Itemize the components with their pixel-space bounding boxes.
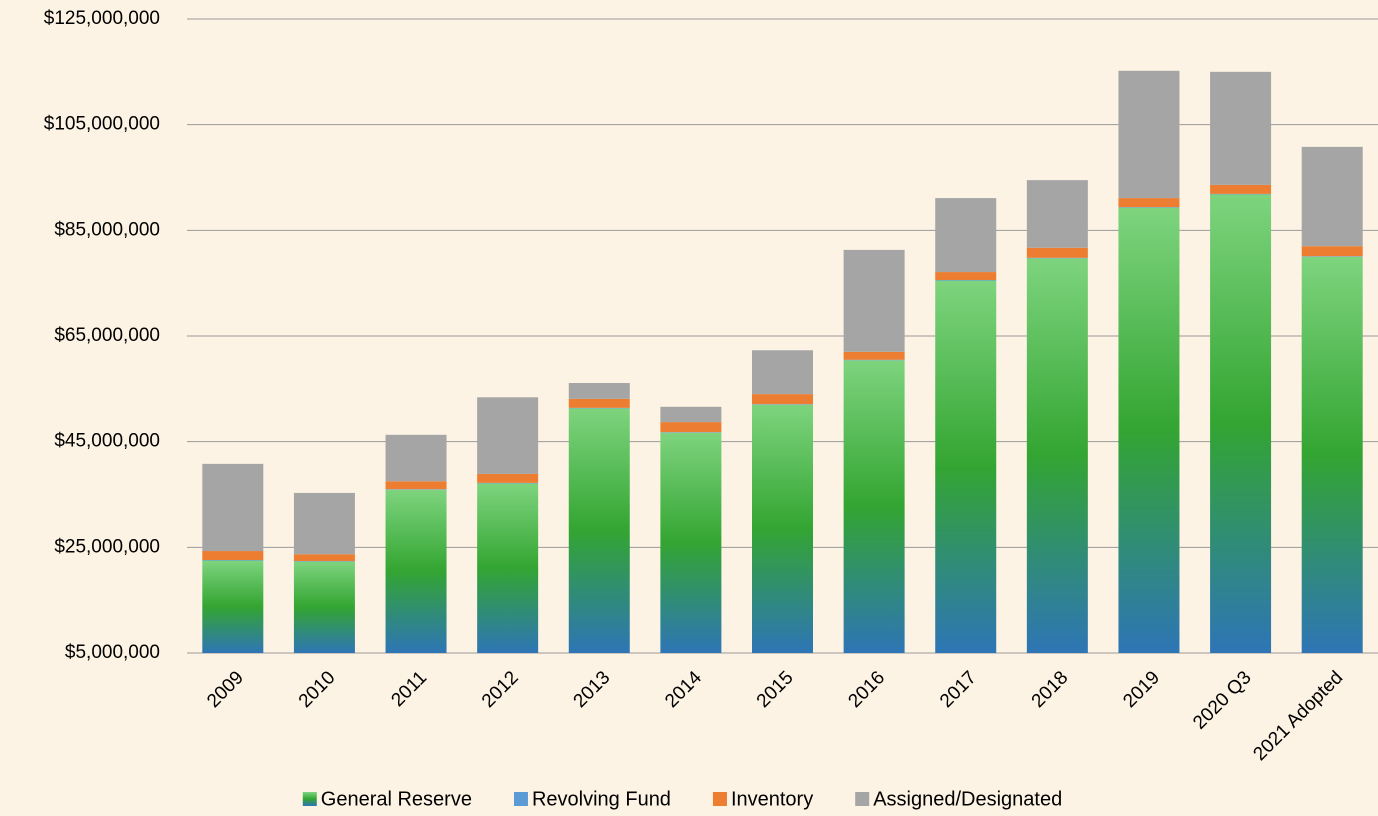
x-tick-label: 2009: [203, 667, 248, 712]
x-tick-label: 2014: [661, 667, 706, 712]
bar-segment: [660, 422, 722, 433]
x-tick-label: 2020 Q3: [1189, 667, 1255, 733]
bar-segment: [935, 272, 997, 280]
bar-segment: [843, 249, 905, 352]
bar-segment: [1301, 256, 1363, 653]
bar-segment: [843, 360, 905, 653]
y-tick-label: $5,000,000: [65, 642, 160, 663]
bar-segment: [843, 351, 905, 360]
x-tick-label: 2013: [570, 667, 615, 712]
x-tick-label: 2012: [478, 667, 523, 712]
bar-segment: [385, 489, 447, 653]
legend-swatch: [855, 792, 870, 806]
bar-segment: [568, 407, 630, 409]
x-tick-label: 2017: [936, 667, 981, 712]
bar-segment: [660, 406, 722, 423]
bar-segment: [935, 198, 997, 273]
y-tick-label: $25,000,000: [54, 536, 160, 557]
legend-label: Revolving Fund: [532, 788, 671, 810]
bar-segment: [477, 482, 539, 484]
bar-segment: [1026, 258, 1088, 653]
legend-label: Assigned/Designated: [873, 788, 1062, 810]
bar-segment: [385, 434, 447, 482]
y-tick-label: $65,000,000: [54, 325, 160, 346]
bar-segment: [1210, 193, 1272, 195]
bar-segment: [1301, 146, 1363, 247]
bar-segment: [477, 473, 539, 483]
legend-swatch: [712, 792, 727, 806]
y-tick-label: $125,000,000: [44, 8, 160, 29]
bar-segment: [1210, 194, 1272, 653]
bar-segment: [202, 560, 264, 561]
bar-segment: [1301, 256, 1363, 257]
bar-segment: [202, 560, 264, 653]
x-tick-label: 2018: [1028, 667, 1073, 712]
bar-segment: [293, 561, 355, 562]
y-tick-label: $105,000,000: [44, 114, 160, 135]
bar-segment: [935, 280, 997, 653]
x-tick-label: 2021 Adopted: [1249, 667, 1347, 765]
bar-segment: [752, 404, 813, 405]
bar-segment: [202, 551, 264, 561]
x-tick-label: 2010: [295, 667, 340, 712]
bar-segment: [1301, 246, 1363, 257]
bar-segment: [752, 394, 813, 405]
legend-label: General Reserve: [321, 788, 472, 810]
bar-segment: [568, 398, 630, 408]
x-tick-label: 2011: [387, 667, 431, 711]
bar-segment: [477, 397, 539, 474]
bar-segment: [660, 432, 722, 653]
bar-segment: [385, 489, 447, 490]
bar-segment: [477, 483, 539, 653]
bar-segment: [1118, 207, 1180, 208]
bar-segment: [568, 383, 630, 399]
bar-segment: [1026, 257, 1088, 259]
bar-segment: [1118, 198, 1180, 208]
bar-segment: [1210, 184, 1272, 194]
bar-segment: [293, 561, 355, 653]
bar-segment: [1026, 180, 1088, 248]
bar-segment: [935, 279, 997, 281]
bar-segment: [1026, 247, 1088, 258]
bar-segment: [293, 492, 355, 555]
bar-segment: [202, 463, 264, 552]
y-tick-label: $45,000,000: [54, 431, 160, 452]
legend-label: Inventory: [731, 788, 813, 810]
y-tick-label: $85,000,000: [54, 219, 160, 240]
bar-segment: [752, 404, 813, 653]
x-tick-label: 2015: [753, 667, 798, 712]
bar-segment: [1118, 207, 1180, 654]
legend: General Reserve Revolving Fund Inventory As…: [302, 788, 1062, 810]
bar-segment: [752, 350, 813, 395]
bar-segment: [385, 481, 447, 490]
bar-segment: [568, 408, 630, 653]
legend-swatch: [513, 792, 528, 806]
x-tick-label: 2016: [844, 667, 889, 712]
bar-segment: [1118, 70, 1180, 199]
bar-segment: [293, 554, 355, 562]
x-tick-label: 2019: [1119, 667, 1164, 712]
bar-segment: [660, 432, 722, 433]
bar-segment: [843, 359, 905, 361]
legend-swatch: [302, 792, 317, 806]
bar-segment: [1210, 71, 1272, 185]
